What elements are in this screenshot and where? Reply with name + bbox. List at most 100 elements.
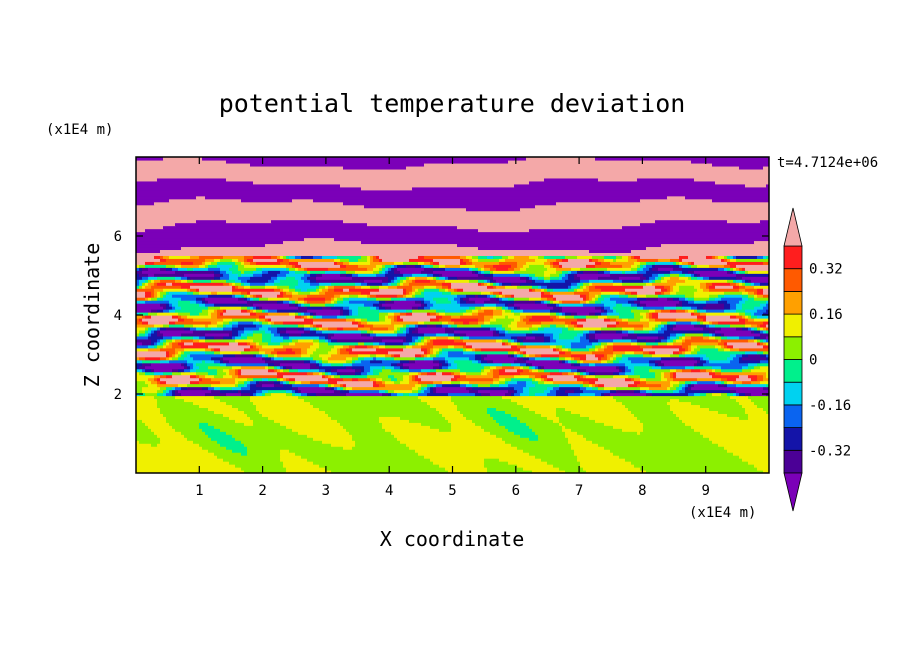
field-cell: [316, 285, 320, 289]
field-cell: [700, 282, 707, 286]
field-cell: [163, 344, 167, 349]
field-cell: [460, 383, 467, 388]
field-cell: [259, 347, 275, 352]
field-cell: [451, 371, 455, 376]
field-cell: [499, 380, 506, 385]
field-cell: [529, 264, 545, 268]
field-cell: [694, 365, 713, 370]
field-cell: [520, 434, 539, 438]
field-cell: [703, 320, 710, 325]
field-cell: [466, 386, 473, 391]
field-cell: [334, 237, 769, 242]
field-cell: [340, 383, 344, 388]
field-cell: [589, 312, 596, 316]
field-cell: [331, 362, 344, 367]
field-cell: [427, 312, 431, 316]
field-cell: [427, 401, 455, 406]
field-cell: [145, 291, 152, 295]
field-cell: [502, 326, 506, 331]
field-cell: [682, 350, 686, 355]
field-cell: [244, 410, 260, 414]
field-cell: [325, 338, 329, 343]
field-cell: [208, 407, 239, 411]
field-cell: [418, 371, 422, 376]
field-cell: [508, 350, 515, 355]
field-cell: [295, 255, 302, 259]
field-cell: [340, 273, 347, 277]
field-cell: [754, 326, 758, 331]
field-cell: [613, 353, 617, 358]
field-cell: [496, 297, 500, 301]
field-cell: [688, 261, 692, 265]
field-cell: [334, 303, 365, 307]
field-cell: [157, 297, 164, 301]
field-cell: [703, 326, 722, 331]
field-cell: [346, 315, 380, 319]
field-cell: [580, 362, 590, 367]
field-cell: [379, 419, 410, 423]
field-cell: [283, 320, 314, 325]
field-cell: [553, 419, 560, 423]
field-cell: [265, 329, 272, 334]
field-cell: [346, 356, 353, 361]
field-cell: [367, 374, 389, 379]
field-cell: [340, 386, 344, 391]
field-cell: [577, 285, 581, 289]
field-cell: [415, 383, 422, 388]
field-cell: [136, 294, 146, 298]
field-cell: [676, 371, 710, 376]
field-cell: [745, 267, 769, 271]
field-cell: [187, 315, 212, 319]
field-cell: [529, 288, 533, 292]
field-cell: [223, 282, 230, 286]
x-tick-label: 2: [258, 483, 266, 499]
field-cell: [502, 294, 506, 298]
field-cell: [598, 297, 605, 301]
field-cell: [316, 288, 320, 292]
field-cell: [214, 386, 221, 391]
field-cell: [322, 371, 326, 376]
field-cell: [148, 425, 173, 429]
field-cell: [433, 338, 455, 343]
field-cell: [139, 332, 146, 337]
field-cell: [238, 285, 245, 289]
field-cell: [607, 341, 614, 346]
field-cell: [262, 270, 269, 274]
field-cell: [226, 371, 230, 376]
field-cell: [253, 419, 275, 423]
field-cell: [484, 320, 491, 325]
field-cell: [568, 437, 587, 441]
field-cell: [574, 323, 578, 328]
field-cell: [283, 255, 287, 259]
field-cell: [682, 341, 692, 346]
field-cell: [136, 231, 769, 236]
field-cell: [433, 461, 485, 465]
field-cell: [724, 344, 728, 349]
field-cell: [403, 291, 407, 295]
field-cell: [448, 285, 452, 289]
field-cell: [166, 350, 170, 355]
field-cell: [574, 449, 611, 453]
field-cell: [595, 300, 602, 304]
field-cell: [196, 374, 200, 379]
field-cell: [559, 300, 563, 304]
field-cell: [430, 347, 434, 352]
field-cell: [280, 279, 299, 283]
field-cell: [262, 294, 278, 298]
field-cell: [550, 309, 560, 313]
field-cell: [601, 309, 605, 313]
field-cell: [235, 419, 254, 423]
field-cell: [571, 347, 590, 352]
field-cell: [556, 392, 569, 397]
field-cell: [424, 332, 437, 337]
field-cell: [325, 374, 329, 379]
field-cell: [478, 255, 488, 259]
field-cell: [706, 300, 719, 304]
field-cell: [658, 258, 671, 262]
field-cell: [571, 359, 578, 364]
field-cell: [343, 288, 350, 292]
field-cell: [373, 344, 380, 349]
field-cell: [526, 335, 536, 340]
field-cell: [421, 371, 428, 376]
field-cell: [733, 380, 743, 385]
